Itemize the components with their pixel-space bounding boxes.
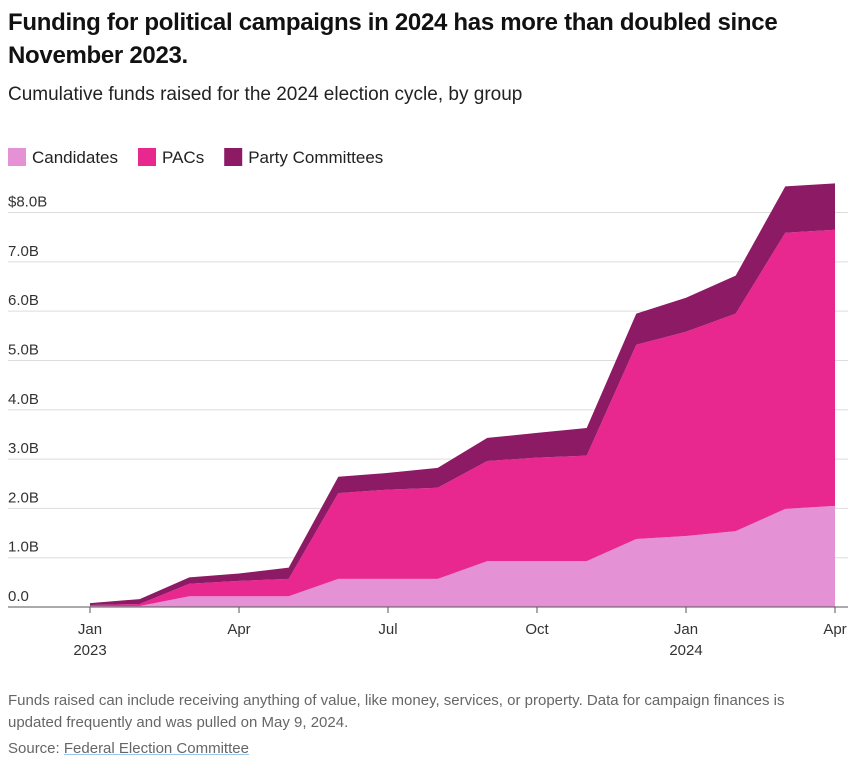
y-tick-label: $8.0B — [8, 194, 47, 211]
area — [90, 505, 835, 607]
y-tick-label: 6.0B — [8, 292, 39, 309]
y-tick-label: 0.0 — [8, 588, 29, 605]
x-tick-label: Jul — [378, 621, 397, 638]
source-label: Source: — [8, 740, 60, 757]
area — [90, 229, 835, 607]
x-tick-label: Oct — [525, 621, 549, 638]
footnote: Funds raised can include receiving anyth… — [8, 692, 785, 731]
x-tick-year: 2023 — [73, 642, 106, 659]
source: Source: Federal Election Committee — [8, 740, 249, 757]
x-tick-label: Jan — [78, 621, 102, 638]
chart-title: Funding for political campaigns in 2024 … — [8, 9, 778, 69]
legend-label: Party Committees — [248, 148, 383, 167]
x-tick-label: Jan — [674, 621, 698, 638]
legend-swatch — [224, 148, 243, 166]
y-tick-label: 7.0B — [8, 243, 39, 260]
source-link[interactable]: Federal Election Committee — [63, 740, 249, 757]
y-tick-label: 3.0B — [8, 440, 39, 457]
legend-label: Candidates — [32, 148, 118, 167]
y-tick-label: 1.0B — [8, 539, 39, 556]
y-tick-label: 2.0B — [8, 489, 39, 506]
x-tick-label: Apr — [227, 621, 250, 638]
legend-swatch — [8, 148, 26, 166]
chart-subtitle: Cumulative funds raised for the 2024 ele… — [8, 84, 523, 105]
y-tick-label: 5.0B — [8, 341, 39, 358]
legend-label: PACs — [162, 148, 204, 167]
x-tick-year: 2024 — [669, 642, 702, 659]
legend-swatch — [138, 148, 157, 166]
y-tick-label: 4.0B — [8, 391, 39, 408]
x-tick-label: Apr — [823, 621, 846, 638]
